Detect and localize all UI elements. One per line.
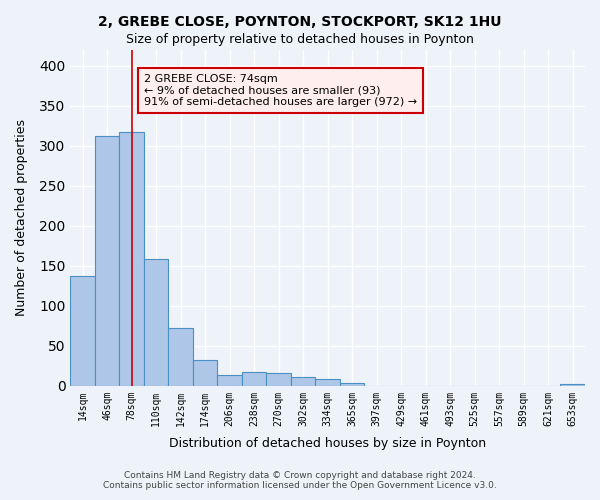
Bar <box>340 384 364 386</box>
Text: 2 GREBE CLOSE: 74sqm
← 9% of detached houses are smaller (93)
91% of semi-detach: 2 GREBE CLOSE: 74sqm ← 9% of detached ho… <box>144 74 417 107</box>
Bar <box>560 384 585 386</box>
Bar <box>119 132 144 386</box>
X-axis label: Distribution of detached houses by size in Poynton: Distribution of detached houses by size … <box>169 437 486 450</box>
Text: Contains HM Land Registry data © Crown copyright and database right 2024.
Contai: Contains HM Land Registry data © Crown c… <box>103 470 497 490</box>
Bar <box>144 260 169 386</box>
Bar <box>316 380 340 386</box>
Y-axis label: Number of detached properties: Number of detached properties <box>15 120 28 316</box>
Bar <box>169 328 193 386</box>
Bar <box>95 136 119 386</box>
Bar <box>291 377 316 386</box>
Text: 2, GREBE CLOSE, POYNTON, STOCKPORT, SK12 1HU: 2, GREBE CLOSE, POYNTON, STOCKPORT, SK12… <box>98 15 502 29</box>
Text: Size of property relative to detached houses in Poynton: Size of property relative to detached ho… <box>126 32 474 46</box>
Bar <box>217 374 242 386</box>
Bar <box>242 372 266 386</box>
Bar <box>266 373 291 386</box>
Bar <box>193 360 217 386</box>
Bar <box>70 276 95 386</box>
